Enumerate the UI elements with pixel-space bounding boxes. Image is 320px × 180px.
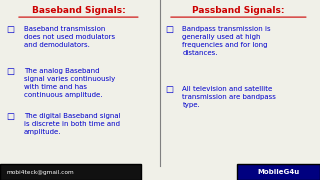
Text: The analog Baseband
signal varies continuously
with time and has
continuous ampl: The analog Baseband signal varies contin… <box>24 68 115 98</box>
Text: Baseband transmission
does not used modulators
and demodulators.: Baseband transmission does not used modu… <box>24 26 115 48</box>
Text: Passband Signals:: Passband Signals: <box>192 6 285 15</box>
Text: ☐: ☐ <box>6 68 14 77</box>
Text: ☐: ☐ <box>165 26 173 35</box>
Text: All television and satellite
transmission are bandpass
type.: All television and satellite transmissio… <box>182 86 276 108</box>
Text: mobi4teck@gmail.com: mobi4teck@gmail.com <box>6 170 74 175</box>
Text: The digital Baseband signal
is discrete in both time and
amplitude.: The digital Baseband signal is discrete … <box>24 113 121 135</box>
Text: ☐: ☐ <box>6 26 14 35</box>
Text: MobileG4u: MobileG4u <box>257 169 300 175</box>
FancyBboxPatch shape <box>237 164 320 180</box>
FancyBboxPatch shape <box>0 164 141 180</box>
Text: Baseband Signals:: Baseband Signals: <box>32 6 125 15</box>
Text: ☐: ☐ <box>165 86 173 95</box>
Text: ☐: ☐ <box>6 113 14 122</box>
Text: Bandpass transmission is
generally used at high
frequencies and for long
distanc: Bandpass transmission is generally used … <box>182 26 271 56</box>
